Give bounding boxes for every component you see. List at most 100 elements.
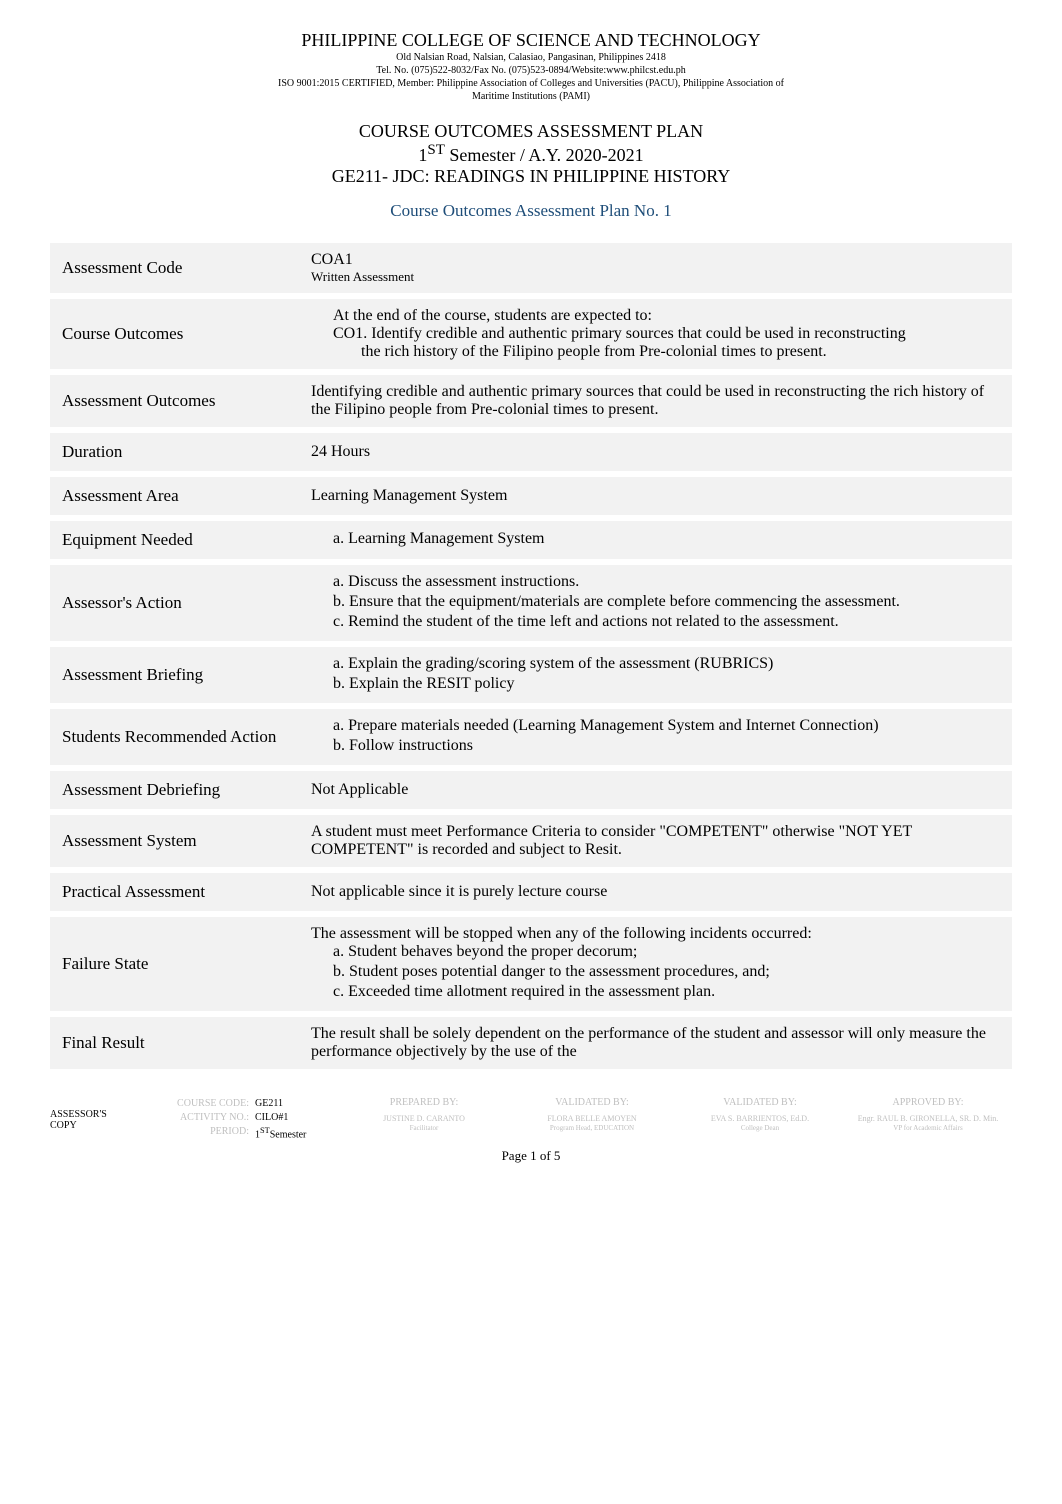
signature-role: Program Head, EDUCATION: [508, 1124, 676, 1132]
assessors-label-2: COPY: [50, 1120, 160, 1131]
assessment-table: Assessment CodeCOA1Written AssessmentCou…: [50, 243, 1012, 1069]
content-list: a. Student behaves beyond the proper dec…: [311, 943, 1000, 1003]
table-row: Assessor's Actiona. Discuss the assessme…: [50, 565, 1012, 641]
row-label: Practical Assessment: [50, 873, 305, 911]
signature-name: Engr. RAUL B. GIRONELLA, SR. D. Min.: [844, 1114, 1012, 1124]
list-item: a. Learning Management System: [333, 530, 1000, 548]
signature-role: VP for Academic Affairs: [844, 1124, 1012, 1132]
content-line: Identifying credible and authentic prima…: [311, 383, 1000, 419]
signature-column: APPROVED BY: Engr. RAUL B. GIRONELLA, SR.…: [844, 1097, 1012, 1132]
document-footer: ASSESSOR'S COPY COURSE CODE: ACTIVITY NO…: [50, 1097, 1012, 1142]
content-line: Not Applicable: [311, 781, 1000, 799]
row-content: a. Prepare materials needed (Learning Ma…: [305, 709, 1012, 765]
row-label: Equipment Needed: [50, 521, 305, 559]
list-item: a. Student behaves beyond the proper dec…: [333, 943, 1000, 961]
row-content: The result shall be solely dependent on …: [305, 1017, 1012, 1069]
row-content: 24 Hours: [305, 433, 1012, 471]
row-label: Assessment Code: [50, 243, 305, 293]
row-label: Course Outcomes: [50, 299, 305, 369]
semester-rest: Semester / A.Y. 2020-2021: [445, 145, 644, 165]
table-row: Equipment Needed a. Learning Management S…: [50, 521, 1012, 559]
row-label: Students Recommended Action: [50, 709, 305, 765]
list-item: a. Prepare materials needed (Learning Ma…: [333, 717, 1000, 735]
period-value: 1STSemester: [255, 1125, 340, 1142]
footer-assessor-copy: ASSESSOR'S COPY: [50, 1097, 160, 1131]
row-content: Not Applicable: [305, 771, 1012, 809]
signature-role: Facilitator: [340, 1124, 508, 1132]
signature-column: PREPARED BY:JUSTINE D. CARANTOFacilitato…: [340, 1097, 508, 1132]
signature-head: VALIDATED BY:: [676, 1097, 844, 1108]
table-row: Duration 24 Hours: [50, 433, 1012, 471]
table-row: Course Outcomes At the end of the course,…: [50, 299, 1012, 369]
list-item: b. Ensure that the equipment/materials a…: [333, 593, 1000, 611]
semester-sup: ST: [427, 142, 445, 158]
content-list: a. Prepare materials needed (Learning Ma…: [311, 717, 1000, 757]
course-line-1: COURSE OUTCOMES ASSESSMENT PLAN: [50, 121, 1012, 142]
row-label: Final Result: [50, 1017, 305, 1069]
content-list: a. Explain the grading/scoring system of…: [311, 655, 1000, 695]
table-row: Assessment Briefinga. Explain the gradin…: [50, 647, 1012, 703]
row-content: COA1Written Assessment: [305, 243, 1012, 293]
row-content: Identifying credible and authentic prima…: [305, 375, 1012, 427]
footer-code-values: GE211 CILO#1 1STSemester: [255, 1097, 340, 1142]
institution-contact: Tel. No. (075)522-8032/Fax No. (075)523-…: [50, 64, 1012, 77]
signature-name: FLORA BELLE AMOYEN: [508, 1114, 676, 1124]
row-label: Duration: [50, 433, 305, 471]
coap-subtitle: Course Outcomes Assessment Plan No. 1: [50, 201, 1012, 221]
course-line-2: 1ST Semester / A.Y. 2020-2021: [50, 142, 1012, 166]
content-indent-line: At the end of the course, students are e…: [311, 307, 1000, 325]
row-content: A student must meet Performance Criteria…: [305, 815, 1012, 867]
course-line-3: GE211- JDC: READINGS IN PHILIPPINE HISTO…: [50, 166, 1012, 187]
row-label: Assessment System: [50, 815, 305, 867]
list-item: a. Discuss the assessment instructions.: [333, 573, 1000, 591]
content-line: 24 Hours: [311, 443, 1000, 461]
institution-cert2: Maritime Institutions (PAMI): [50, 90, 1012, 103]
row-content: Not applicable since it is purely lectur…: [305, 873, 1012, 911]
row-content: a. Explain the grading/scoring system of…: [305, 647, 1012, 703]
table-row: Assessment OutcomesIdentifying credible …: [50, 375, 1012, 427]
content-line: COA1: [311, 251, 1000, 269]
list-item: c. Remind the student of the time left a…: [333, 613, 1000, 631]
list-item: c. Exceeded time allotment required in t…: [333, 983, 1000, 1001]
period-label: PERIOD:: [160, 1125, 249, 1139]
row-content: Learning Management System: [305, 477, 1012, 515]
signature-head: PREPARED BY:: [340, 1097, 508, 1108]
table-row: Assessment DebriefingNot Applicable: [50, 771, 1012, 809]
row-content: The assessment will be stopped when any …: [305, 917, 1012, 1011]
content-line: Learning Management System: [311, 487, 1000, 505]
row-content: At the end of the course, students are e…: [305, 299, 1012, 369]
table-row: Practical Assessment Not applicable since…: [50, 873, 1012, 911]
list-item: a. Explain the grading/scoring system of…: [333, 655, 1000, 673]
signature-role: College Dean: [676, 1124, 844, 1132]
list-item: b. Follow instructions: [333, 737, 1000, 755]
course-title-block: COURSE OUTCOMES ASSESSMENT PLAN 1ST Seme…: [50, 121, 1012, 187]
institution-address: Old Nalsian Road, Nalsian, Calasiao, Pan…: [50, 51, 1012, 64]
row-label: Assessor's Action: [50, 565, 305, 641]
footer-signature-columns: PREPARED BY:JUSTINE D. CARANTOFacilitato…: [340, 1097, 1012, 1132]
activity-no-label: ACTIVITY NO.:: [160, 1111, 249, 1125]
table-row: Assessment Area Learning Management Syste…: [50, 477, 1012, 515]
content-indent2-line: the rich history of the Filipino people …: [311, 343, 1000, 361]
signature-column: VALIDATED BY:FLORA BELLE AMOYENProgram H…: [508, 1097, 676, 1132]
row-label: Assessment Outcomes: [50, 375, 305, 427]
content-line: Not applicable since it is purely lectur…: [311, 883, 1000, 901]
signature-name: EVA S. BARRIENTOS, Ed.D.: [676, 1114, 844, 1124]
content-line: The assessment will be stopped when any …: [311, 925, 1000, 943]
institution-name: PHILIPPINE COLLEGE OF SCIENCE AND TECHNO…: [50, 30, 1012, 51]
signature-head: APPROVED BY:: [844, 1097, 1012, 1108]
list-item: b. Explain the RESIT policy: [333, 675, 1000, 693]
row-content: a. Discuss the assessment instructions. b…: [305, 565, 1012, 641]
footer-codes: COURSE CODE: ACTIVITY NO.: PERIOD: GE211…: [160, 1097, 340, 1142]
institution-cert: ISO 9001:2015 CERTIFIED, Member: Philipp…: [50, 77, 1012, 90]
table-row: Students Recommended Action a. Prepare ma…: [50, 709, 1012, 765]
table-row: Final ResultThe result shall be solely d…: [50, 1017, 1012, 1069]
table-row: Assessment CodeCOA1Written Assessment: [50, 243, 1012, 293]
assessors-label-1: ASSESSOR'S: [50, 1109, 160, 1120]
course-code-value: GE211: [255, 1097, 340, 1111]
row-label: Assessment Area: [50, 477, 305, 515]
content-list: a. Learning Management System: [311, 530, 1000, 550]
document-header: PHILIPPINE COLLEGE OF SCIENCE AND TECHNO…: [50, 30, 1012, 103]
signature-column: VALIDATED BY: EVA S. BARRIENTOS, Ed.D.Col…: [676, 1097, 844, 1132]
content-subline: Written Assessment: [311, 269, 1000, 285]
table-row: Failure StateThe assessment will be stop…: [50, 917, 1012, 1011]
